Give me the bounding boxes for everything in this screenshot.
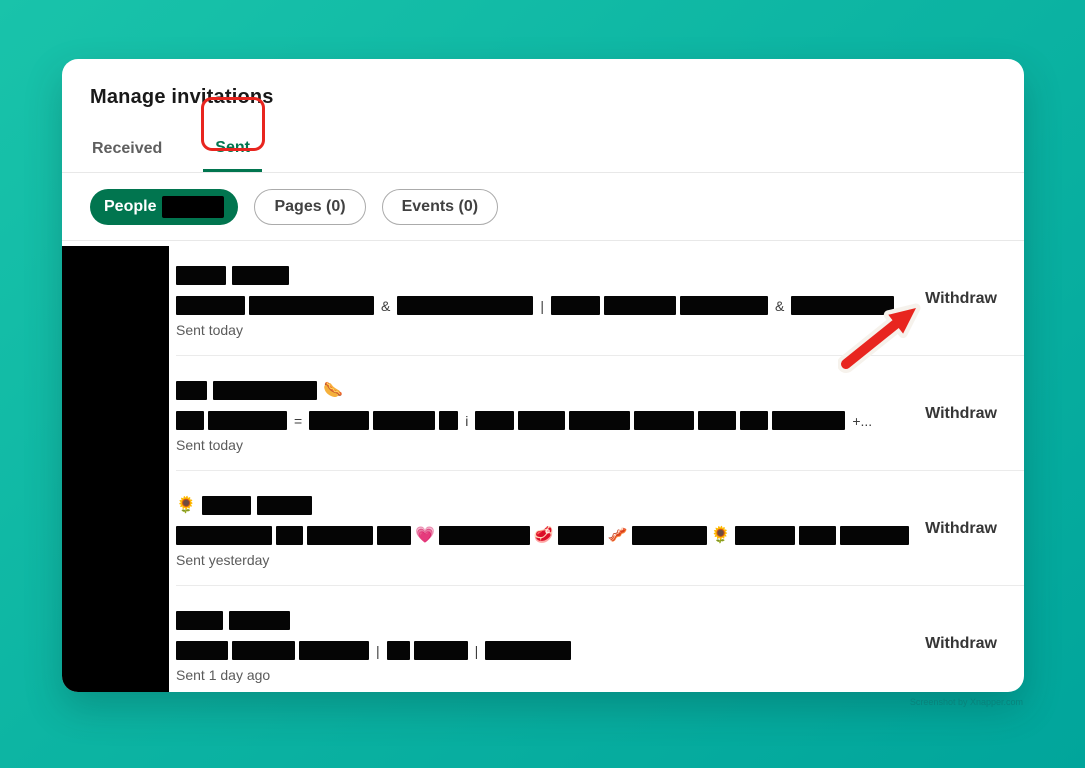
member-name-redacted: 🌻 — [176, 496, 997, 515]
redacted-block — [256, 496, 312, 515]
filter-pills-bar: People Pages (0) Events (0) — [62, 173, 1024, 241]
redacted-block — [307, 526, 373, 545]
withdraw-button[interactable]: Withdraw — [925, 405, 997, 422]
headline-separator: & — [381, 297, 391, 314]
filter-events-label: Events (0) — [401, 198, 479, 215]
headline-separator: = — [294, 412, 303, 429]
xnapper-watermark: Screenshot by Xnapper.com — [909, 697, 1023, 707]
redacted-block — [798, 526, 836, 545]
tab-received[interactable]: Received — [92, 140, 163, 157]
emoji: 💗 — [415, 527, 435, 544]
redacted-block — [249, 296, 374, 315]
redacted-avatars-column — [62, 246, 169, 692]
emoji: 🥓 — [607, 527, 628, 544]
redacted-block — [377, 526, 411, 545]
redacted-block — [176, 641, 228, 660]
page-title: Manage invitations — [90, 86, 274, 108]
redacted-block — [309, 411, 370, 430]
invitation-row: 🌻 💗 🥩 🥓 🌻 Sent yesterday Withdraw — [176, 471, 1024, 586]
emoji: 🌻 — [176, 497, 196, 514]
tab-sent[interactable]: Sent — [203, 131, 262, 172]
headline-separator: | — [540, 297, 544, 314]
invitation-row: | | Sent 1 day ago Withdraw — [176, 586, 1024, 692]
redacted-block — [740, 411, 769, 430]
member-name-redacted: 🌭 — [176, 381, 997, 400]
sent-invitations-list: & | & Sent today Withdraw 🌭 = i +... Sent to… — [62, 241, 1024, 692]
member-headline-redacted: & | & — [176, 296, 997, 315]
invitation-row: 🌭 = i +... Sent today Withdraw — [176, 356, 1024, 471]
redacted-block — [772, 411, 846, 430]
withdraw-button[interactable]: Withdraw — [925, 290, 997, 307]
filter-people-pill[interactable]: People — [90, 189, 239, 225]
member-headline-redacted: | | — [176, 641, 997, 660]
redacted-block — [176, 411, 204, 430]
redacted-block — [373, 411, 436, 430]
member-name-redacted — [176, 266, 997, 285]
redacted-block — [550, 296, 600, 315]
redacted-block — [201, 496, 251, 515]
redacted-block — [518, 411, 566, 430]
member-name-redacted — [176, 611, 997, 630]
tabs-bar: Received Sent — [62, 97, 1024, 173]
redacted-block — [603, 296, 676, 315]
redacted-block — [485, 641, 572, 660]
redacted-block — [229, 611, 290, 630]
withdraw-button[interactable]: Withdraw — [925, 520, 997, 537]
emoji: 🌻 — [710, 527, 731, 544]
member-headline-redacted: 💗 🥩 🥓 🌻 — [176, 526, 997, 545]
redacted-block — [299, 641, 369, 660]
emoji: 🌭 — [323, 382, 343, 399]
member-headline-redacted: = i +... — [176, 411, 997, 430]
redacted-block — [176, 381, 207, 400]
redacted-block — [557, 526, 604, 545]
redacted-block — [276, 526, 303, 545]
redacted-block — [791, 296, 895, 315]
redacted-block — [232, 641, 295, 660]
headline-separator: | — [474, 642, 479, 659]
redacted-block — [698, 411, 737, 430]
redacted-block — [176, 296, 245, 315]
redacted-block — [634, 411, 695, 430]
headline-separator: i — [465, 412, 469, 429]
invitation-row: & | & Sent today Withdraw — [176, 241, 1024, 356]
redacted-block — [176, 266, 226, 285]
redacted-block — [631, 526, 707, 545]
redacted-block — [176, 526, 272, 545]
invitation-rows: & | & Sent today Withdraw 🌭 = i +... Sent to… — [176, 241, 1024, 692]
card-header: Manage invitations Received Sent — [62, 59, 1024, 173]
redacted-block — [734, 526, 795, 545]
sent-time-label: Sent today — [176, 437, 243, 453]
filter-pages-pill[interactable]: Pages (0) — [254, 189, 366, 225]
headline-separator: +... — [852, 412, 873, 429]
withdraw-button[interactable]: Withdraw — [925, 635, 997, 652]
redacted-block — [438, 526, 530, 545]
redacted-block — [208, 411, 287, 430]
redacted-block — [439, 411, 459, 430]
sent-time-label: Sent yesterday — [176, 552, 270, 568]
sent-time-label: Sent today — [176, 322, 243, 338]
redacted-block — [413, 641, 468, 660]
filter-events-pill[interactable]: Events (0) — [381, 189, 499, 225]
redacted-block — [232, 266, 289, 285]
sent-time-label: Sent 1 day ago — [176, 667, 271, 683]
redacted-block — [679, 296, 768, 315]
filter-pages-label: Pages (0) — [274, 198, 346, 215]
redacted-block — [176, 611, 223, 630]
redacted-block — [213, 381, 317, 400]
emoji: 🥩 — [533, 527, 554, 544]
filter-people-label: People — [104, 198, 157, 215]
headline-separator: & — [774, 297, 785, 314]
redacted-block — [397, 296, 534, 315]
redacted-block — [569, 411, 631, 430]
headline-separator: | — [376, 642, 380, 659]
manage-invitations-card: Manage invitations Received Sent People … — [62, 59, 1024, 692]
redacted-people-count — [162, 196, 225, 218]
redacted-block — [839, 526, 909, 545]
redacted-block — [475, 411, 515, 430]
redacted-block — [386, 641, 410, 660]
